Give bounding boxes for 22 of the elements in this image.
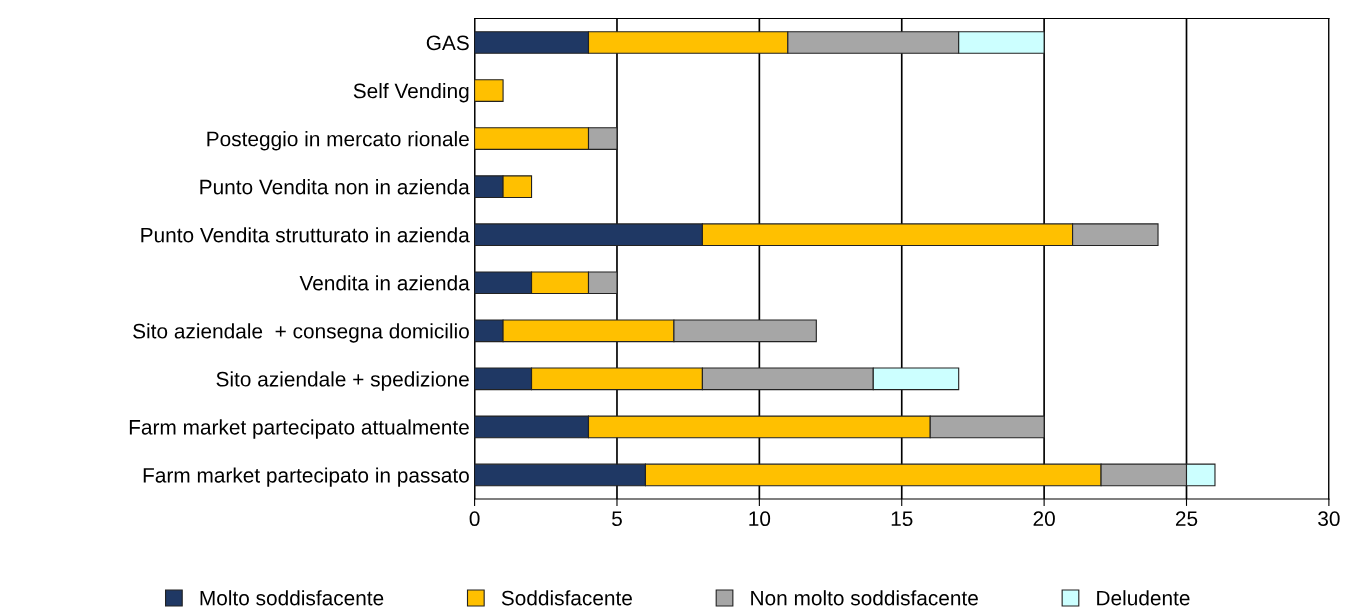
y-tick-label: Punto Vendita strutturato in azienda: [141, 227, 470, 243]
x-tick-label: 20: [1033, 511, 1055, 527]
y-tick-label: Sito aziendale + spedizione: [216, 371, 469, 391]
y-tick-label: Vendita in azienda: [299, 275, 470, 291]
y-tick-label: Farm market partecipato in passato: [143, 467, 469, 487]
y-tick-label: Punto Vendita non in azienda: [200, 179, 470, 195]
y-tick-label: Farm market partecipato attualmente: [129, 419, 469, 439]
bar: [474, 79, 504, 102]
x-tick-label: 10: [749, 511, 771, 527]
y-tick-label: Sito aziendale + consegna domicilio: [133, 323, 469, 343]
legend-label: Deludente: [1097, 590, 1190, 606]
x-tick-label: 15: [891, 511, 913, 527]
y-tick-label: Posteggio in mercato rionale: [207, 131, 469, 151]
legend-label: Molto soddisfacente: [200, 590, 384, 606]
x-tick-label: 25: [1175, 511, 1198, 527]
x-tick-label: 0: [469, 511, 480, 527]
y-tick-label: GAS: [426, 35, 469, 51]
x-tick-label: 30: [1318, 511, 1340, 527]
legend-label: Soddisfacente: [501, 590, 632, 606]
y-tick-label: Self Vending: [353, 83, 469, 103]
x-tick-label: 5: [612, 511, 622, 527]
legend-label: Non molto soddisfacente: [751, 590, 978, 606]
